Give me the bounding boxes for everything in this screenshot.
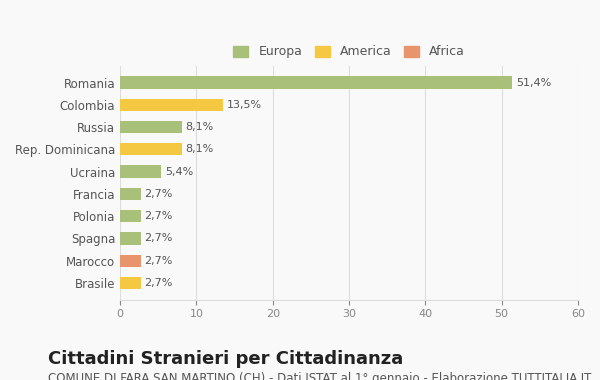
Bar (120, 277, 141, 289)
Text: COMUNE DI FARA SAN MARTINO (CH) - Dati ISTAT al 1° gennaio - Elaborazione TUTTIT: COMUNE DI FARA SAN MARTINO (CH) - Dati I… (48, 372, 592, 380)
Text: 5,4%: 5,4% (165, 166, 193, 177)
Text: Cittadini Stranieri per Cittadinanza: Cittadini Stranieri per Cittadinanza (48, 350, 403, 367)
Bar (120, 121, 182, 133)
Bar (120, 255, 141, 267)
Text: 2,7%: 2,7% (145, 189, 173, 199)
Bar (120, 210, 141, 222)
Bar (120, 232, 141, 244)
Text: 51,4%: 51,4% (516, 78, 551, 87)
Text: 13,5%: 13,5% (227, 100, 262, 110)
Bar (120, 165, 161, 178)
Bar (120, 99, 223, 111)
Text: 2,7%: 2,7% (145, 256, 173, 266)
Text: 8,1%: 8,1% (186, 144, 214, 154)
Bar (120, 143, 182, 155)
Text: 2,7%: 2,7% (145, 211, 173, 221)
Legend: Europa, America, Africa: Europa, America, Africa (230, 42, 469, 62)
Bar (120, 76, 512, 89)
Text: 8,1%: 8,1% (186, 122, 214, 132)
Text: 2,7%: 2,7% (145, 278, 173, 288)
Bar (120, 188, 141, 200)
Text: 2,7%: 2,7% (145, 233, 173, 244)
